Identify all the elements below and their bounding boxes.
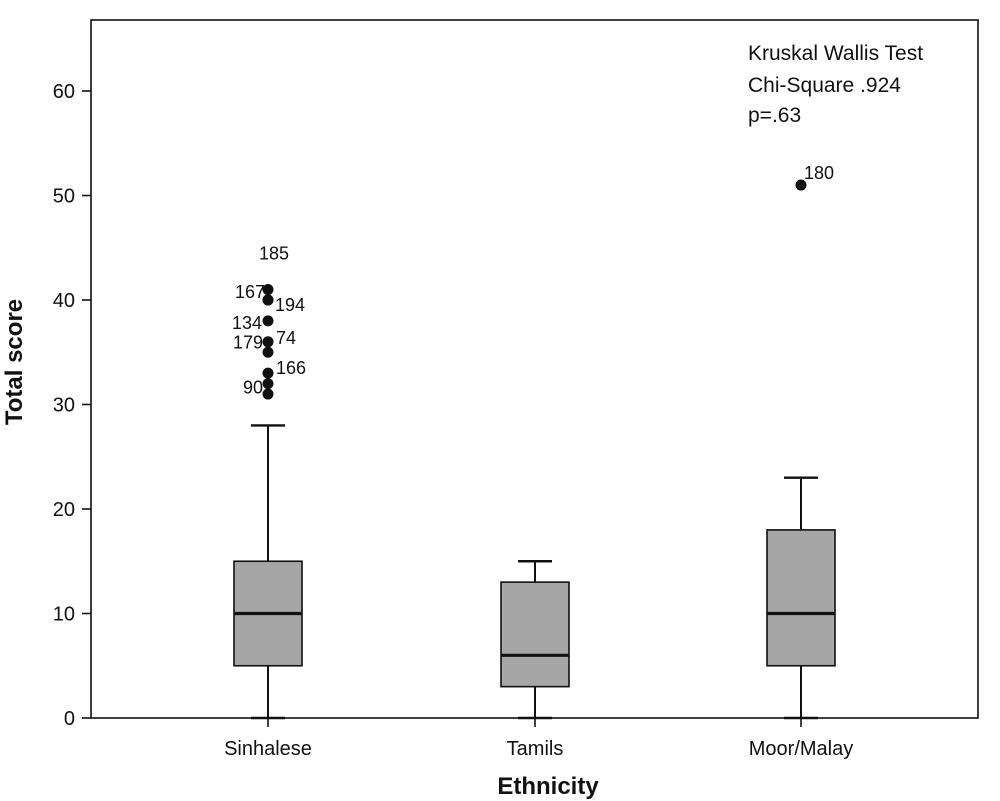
- outlier-point: [262, 284, 274, 296]
- test-annotation: Kruskal Wallis Test Chi-Square .924 p=.6…: [748, 42, 923, 127]
- y-tick-label: 0: [64, 708, 75, 730]
- x-axis: Sinhalese Tamils Moor/Malay: [224, 718, 853, 760]
- outlier-label: 166: [276, 358, 306, 378]
- outlier-point: [262, 367, 274, 379]
- y-tick-label: 50: [53, 186, 75, 208]
- y-tick-label: 30: [53, 395, 75, 417]
- x-tick-label: Sinhalese: [224, 738, 312, 760]
- y-tick-label: 60: [53, 81, 75, 103]
- iqr-box: [766, 529, 836, 667]
- y-axis-title: Total score: [1, 299, 28, 425]
- annotation-line-2: Chi-Square .924: [748, 74, 901, 97]
- outlier-label: 179: [233, 332, 263, 352]
- outlier-point: [795, 179, 807, 191]
- box-sinhalese: [233, 424, 303, 720]
- outlier-point: [262, 346, 274, 358]
- outliers: 185 167 194 134 74 179 166 90 180: [232, 163, 834, 400]
- outlier-label: 74: [276, 328, 296, 348]
- boxes: [233, 424, 836, 720]
- box-moor-malay: [766, 476, 836, 720]
- outlier-label: 167: [235, 282, 265, 302]
- outlier-point: [262, 315, 274, 327]
- x-axis-title: Ethnicity: [497, 773, 599, 800]
- y-tick-label: 20: [53, 499, 75, 521]
- outlier-point: [262, 388, 274, 400]
- x-tick-label: Tamils: [507, 738, 564, 760]
- iqr-box: [500, 581, 570, 688]
- outlier-label: 90: [243, 378, 263, 398]
- outlier-label: 194: [275, 295, 305, 315]
- y-tick-label: 40: [53, 290, 75, 312]
- outlier-label: 185: [259, 244, 289, 264]
- y-tick-label: 10: [53, 604, 75, 626]
- outlier-point: [262, 294, 274, 306]
- outlier-label: 134: [232, 313, 262, 333]
- outlier-label: 180: [804, 163, 834, 183]
- annotation-line-3: p=.63: [748, 104, 801, 127]
- outlier-point: [262, 336, 274, 348]
- x-tick-label: Moor/Malay: [749, 738, 853, 760]
- box-tamils: [500, 560, 570, 720]
- outlier-point: [262, 378, 274, 390]
- annotation-line-1: Kruskal Wallis Test: [748, 42, 923, 65]
- y-axis: 0 10 20 30 40 50 60: [53, 81, 91, 730]
